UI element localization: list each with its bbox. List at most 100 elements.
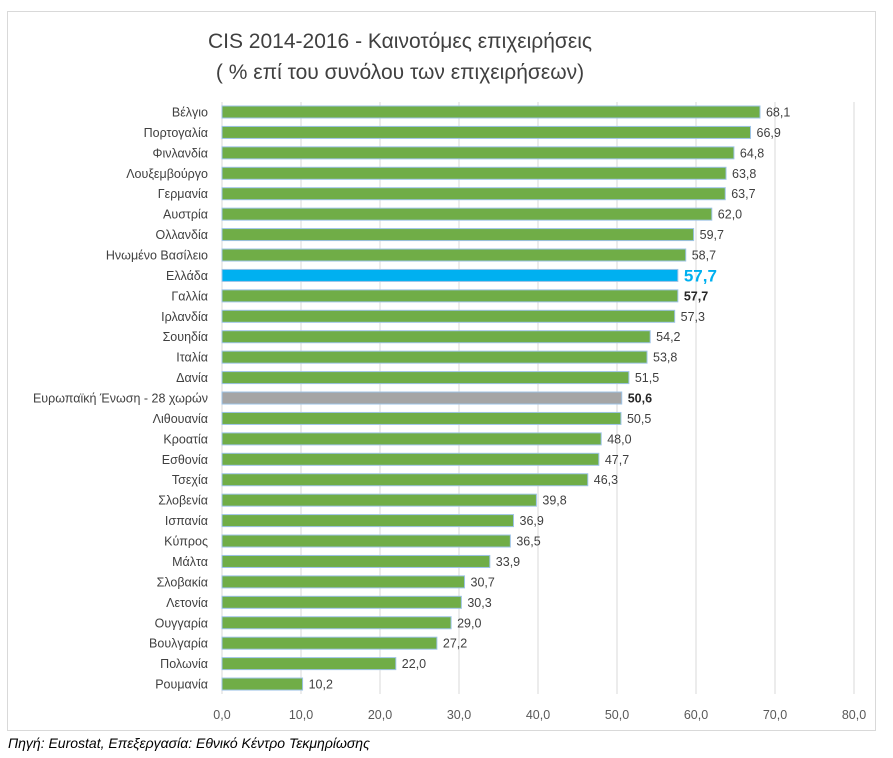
bar: [221, 657, 397, 671]
bar: [221, 248, 687, 262]
data-label: 57,7: [684, 289, 708, 303]
bar: [221, 493, 537, 507]
data-label: 64,8: [740, 146, 764, 160]
x-tick-label: 50,0: [605, 708, 629, 722]
data-label: 30,7: [471, 575, 495, 589]
bar: [221, 105, 761, 119]
data-label: 57,7: [684, 266, 717, 285]
bar: [221, 350, 648, 364]
data-label: 63,7: [731, 187, 755, 201]
data-label: 33,9: [496, 555, 520, 569]
bar: [221, 391, 623, 405]
data-label: 29,0: [457, 616, 481, 630]
bar: [221, 187, 726, 201]
category-label: Βουλγαρία: [149, 637, 208, 651]
bar: [221, 228, 695, 242]
x-tick-label: 30,0: [447, 708, 471, 722]
data-label: 27,2: [443, 637, 467, 651]
bar: [221, 575, 466, 589]
category-label: Κροατία: [163, 432, 208, 446]
data-label: 50,5: [627, 412, 651, 426]
bar: [221, 268, 679, 282]
category-label: Λουξεμβούργο: [126, 167, 208, 181]
chart-frame: [7, 11, 876, 731]
bar: [221, 146, 735, 160]
data-label: 63,8: [732, 167, 756, 181]
category-label: Λιθουανία: [153, 412, 208, 426]
category-label: Ελλάδα: [166, 269, 208, 283]
bar: [221, 452, 600, 466]
bar: [221, 432, 602, 446]
category-label: Βέλγιο: [172, 106, 208, 120]
bar: [221, 309, 676, 323]
category-label: Ηνωμένο Βασίλειο: [106, 249, 208, 263]
category-label: Πορτογαλία: [144, 126, 208, 140]
bar: [221, 677, 304, 691]
data-label: 54,2: [656, 330, 680, 344]
x-tick-label: 0,0: [213, 708, 230, 722]
category-label: Αυστρία: [163, 208, 208, 222]
category-label: Δανία: [176, 371, 208, 385]
data-label: 46,3: [594, 473, 618, 487]
data-label: 36,9: [520, 514, 544, 528]
bar: [221, 616, 452, 630]
category-label: Ιρλανδία: [161, 310, 208, 324]
bar: [221, 289, 679, 303]
data-label: 36,5: [516, 535, 540, 549]
data-label: 30,3: [467, 596, 491, 610]
data-label: 10,2: [309, 678, 333, 692]
bar: [221, 595, 462, 609]
chart-subtitle: ( % επί του συνόλου των επιχειρήσεων): [215, 61, 585, 84]
x-tick-label: 10,0: [289, 708, 313, 722]
category-label: Ολλανδία: [156, 228, 208, 242]
data-label: 22,0: [402, 657, 426, 671]
category-label: Λετονία: [166, 596, 208, 610]
bar: [221, 125, 752, 139]
category-label: Μάλτα: [172, 555, 208, 569]
bar: [221, 371, 630, 385]
bar: [221, 330, 651, 344]
data-label: 68,1: [766, 106, 790, 120]
category-label: Φινλανδία: [153, 146, 209, 160]
x-tick-label: 60,0: [684, 708, 708, 722]
data-label: 58,7: [692, 249, 716, 263]
data-label: 48,0: [607, 432, 631, 446]
category-label: Ισπανία: [165, 514, 208, 528]
data-label: 66,9: [757, 126, 781, 140]
data-label: 59,7: [700, 228, 724, 242]
category-label: Σλοβενία: [158, 494, 208, 508]
bar: [221, 166, 727, 180]
bar: [221, 534, 511, 548]
source-note: Πηγή: Eurostat, Επεξεργασία: Εθνικό Κέντ…: [8, 735, 370, 751]
x-tick-label: 70,0: [763, 708, 787, 722]
data-label: 39,8: [542, 494, 566, 508]
category-label: Ιταλία: [176, 351, 208, 365]
data-label: 47,7: [605, 453, 629, 467]
chart-title: CIS 2014-2016 - Καινοτόμες επιχειρήσεις: [207, 30, 593, 53]
data-label: 53,8: [653, 351, 677, 365]
category-label: Γαλλία: [171, 289, 208, 303]
data-label: 51,5: [635, 371, 659, 385]
x-tick-label: 40,0: [526, 708, 550, 722]
bar: [221, 473, 589, 487]
category-label: Εσθονία: [162, 453, 208, 467]
chart-title-block: CIS 2014-2016 - Καινοτόμες επιχειρήσεις …: [0, 26, 800, 88]
data-label: 62,0: [718, 208, 742, 222]
category-label: Πολωνία: [160, 657, 208, 671]
data-label: 50,6: [628, 392, 652, 406]
category-label: Ευρωπαϊκή Ένωση - 28 χωρών: [33, 392, 208, 406]
bar: [221, 411, 622, 425]
category-label: Τσεχία: [172, 473, 208, 487]
bar: [221, 207, 713, 221]
bar: [221, 514, 515, 528]
category-label: Ουγγαρία: [155, 616, 208, 630]
category-label: Ρουμανία: [155, 678, 208, 692]
bar: [221, 554, 491, 568]
x-tick-label: 80,0: [842, 708, 866, 722]
category-label: Κύπρος: [164, 535, 208, 549]
category-label: Σλοβακία: [157, 575, 208, 589]
x-tick-label: 20,0: [368, 708, 392, 722]
category-label: Σουηδία: [163, 330, 208, 344]
data-label: 57,3: [681, 310, 705, 324]
